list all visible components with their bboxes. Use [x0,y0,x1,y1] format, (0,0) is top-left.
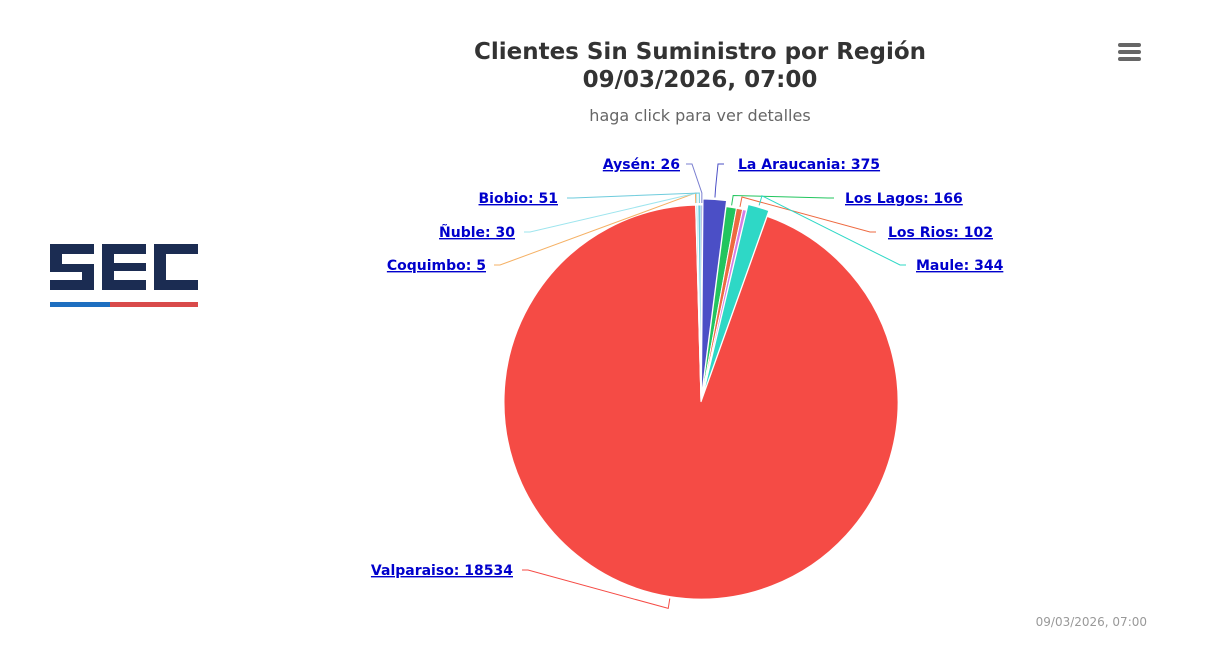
data-label-connector [494,192,697,266]
data-label-biobio[interactable]: Biobio: 51 [479,191,558,207]
hamburger-menu-icon[interactable] [1112,40,1146,66]
sec-logo [50,244,198,307]
pie-slice-maule[interactable] [702,203,770,397]
data-label-connector [686,163,703,204]
pie-slice-biobio[interactable] [697,204,702,403]
data-label-connector [739,196,876,233]
data-label-aysén[interactable]: Aysén: 26 [603,157,680,173]
data-label-connector [524,192,698,233]
data-label-coquimbo[interactable]: Coquimbo: 5 [387,258,486,274]
chart-title-datetime: 09/03/2026, 07:00 [582,67,818,93]
data-label-connector [758,195,906,266]
data-label-los-rios[interactable]: Los Rios: 102 [888,225,993,241]
data-label-valparaiso[interactable]: Valparaiso: 18534 [371,563,513,579]
data-label-connector [731,194,834,206]
data-label-connector [714,163,724,198]
pie-slice-valparaiso[interactable] [503,204,899,600]
data-label-la-araucania[interactable]: La Araucania: 375 [738,157,880,173]
chart-subtitle: haga click para ver detalles [589,106,811,125]
chart-timestamp: 09/03/2026, 07:00 [1035,615,1147,629]
data-label-connector [567,192,700,204]
data-label-maule[interactable]: Maule: 344 [916,258,1004,274]
data-label-connector [522,569,671,610]
data-label-los-lagos[interactable]: Los Lagos: 166 [845,191,963,207]
data-label-ñuble[interactable]: Ñuble: 30 [439,224,515,241]
chart-title: Clientes Sin Suministro por Región [473,39,927,65]
